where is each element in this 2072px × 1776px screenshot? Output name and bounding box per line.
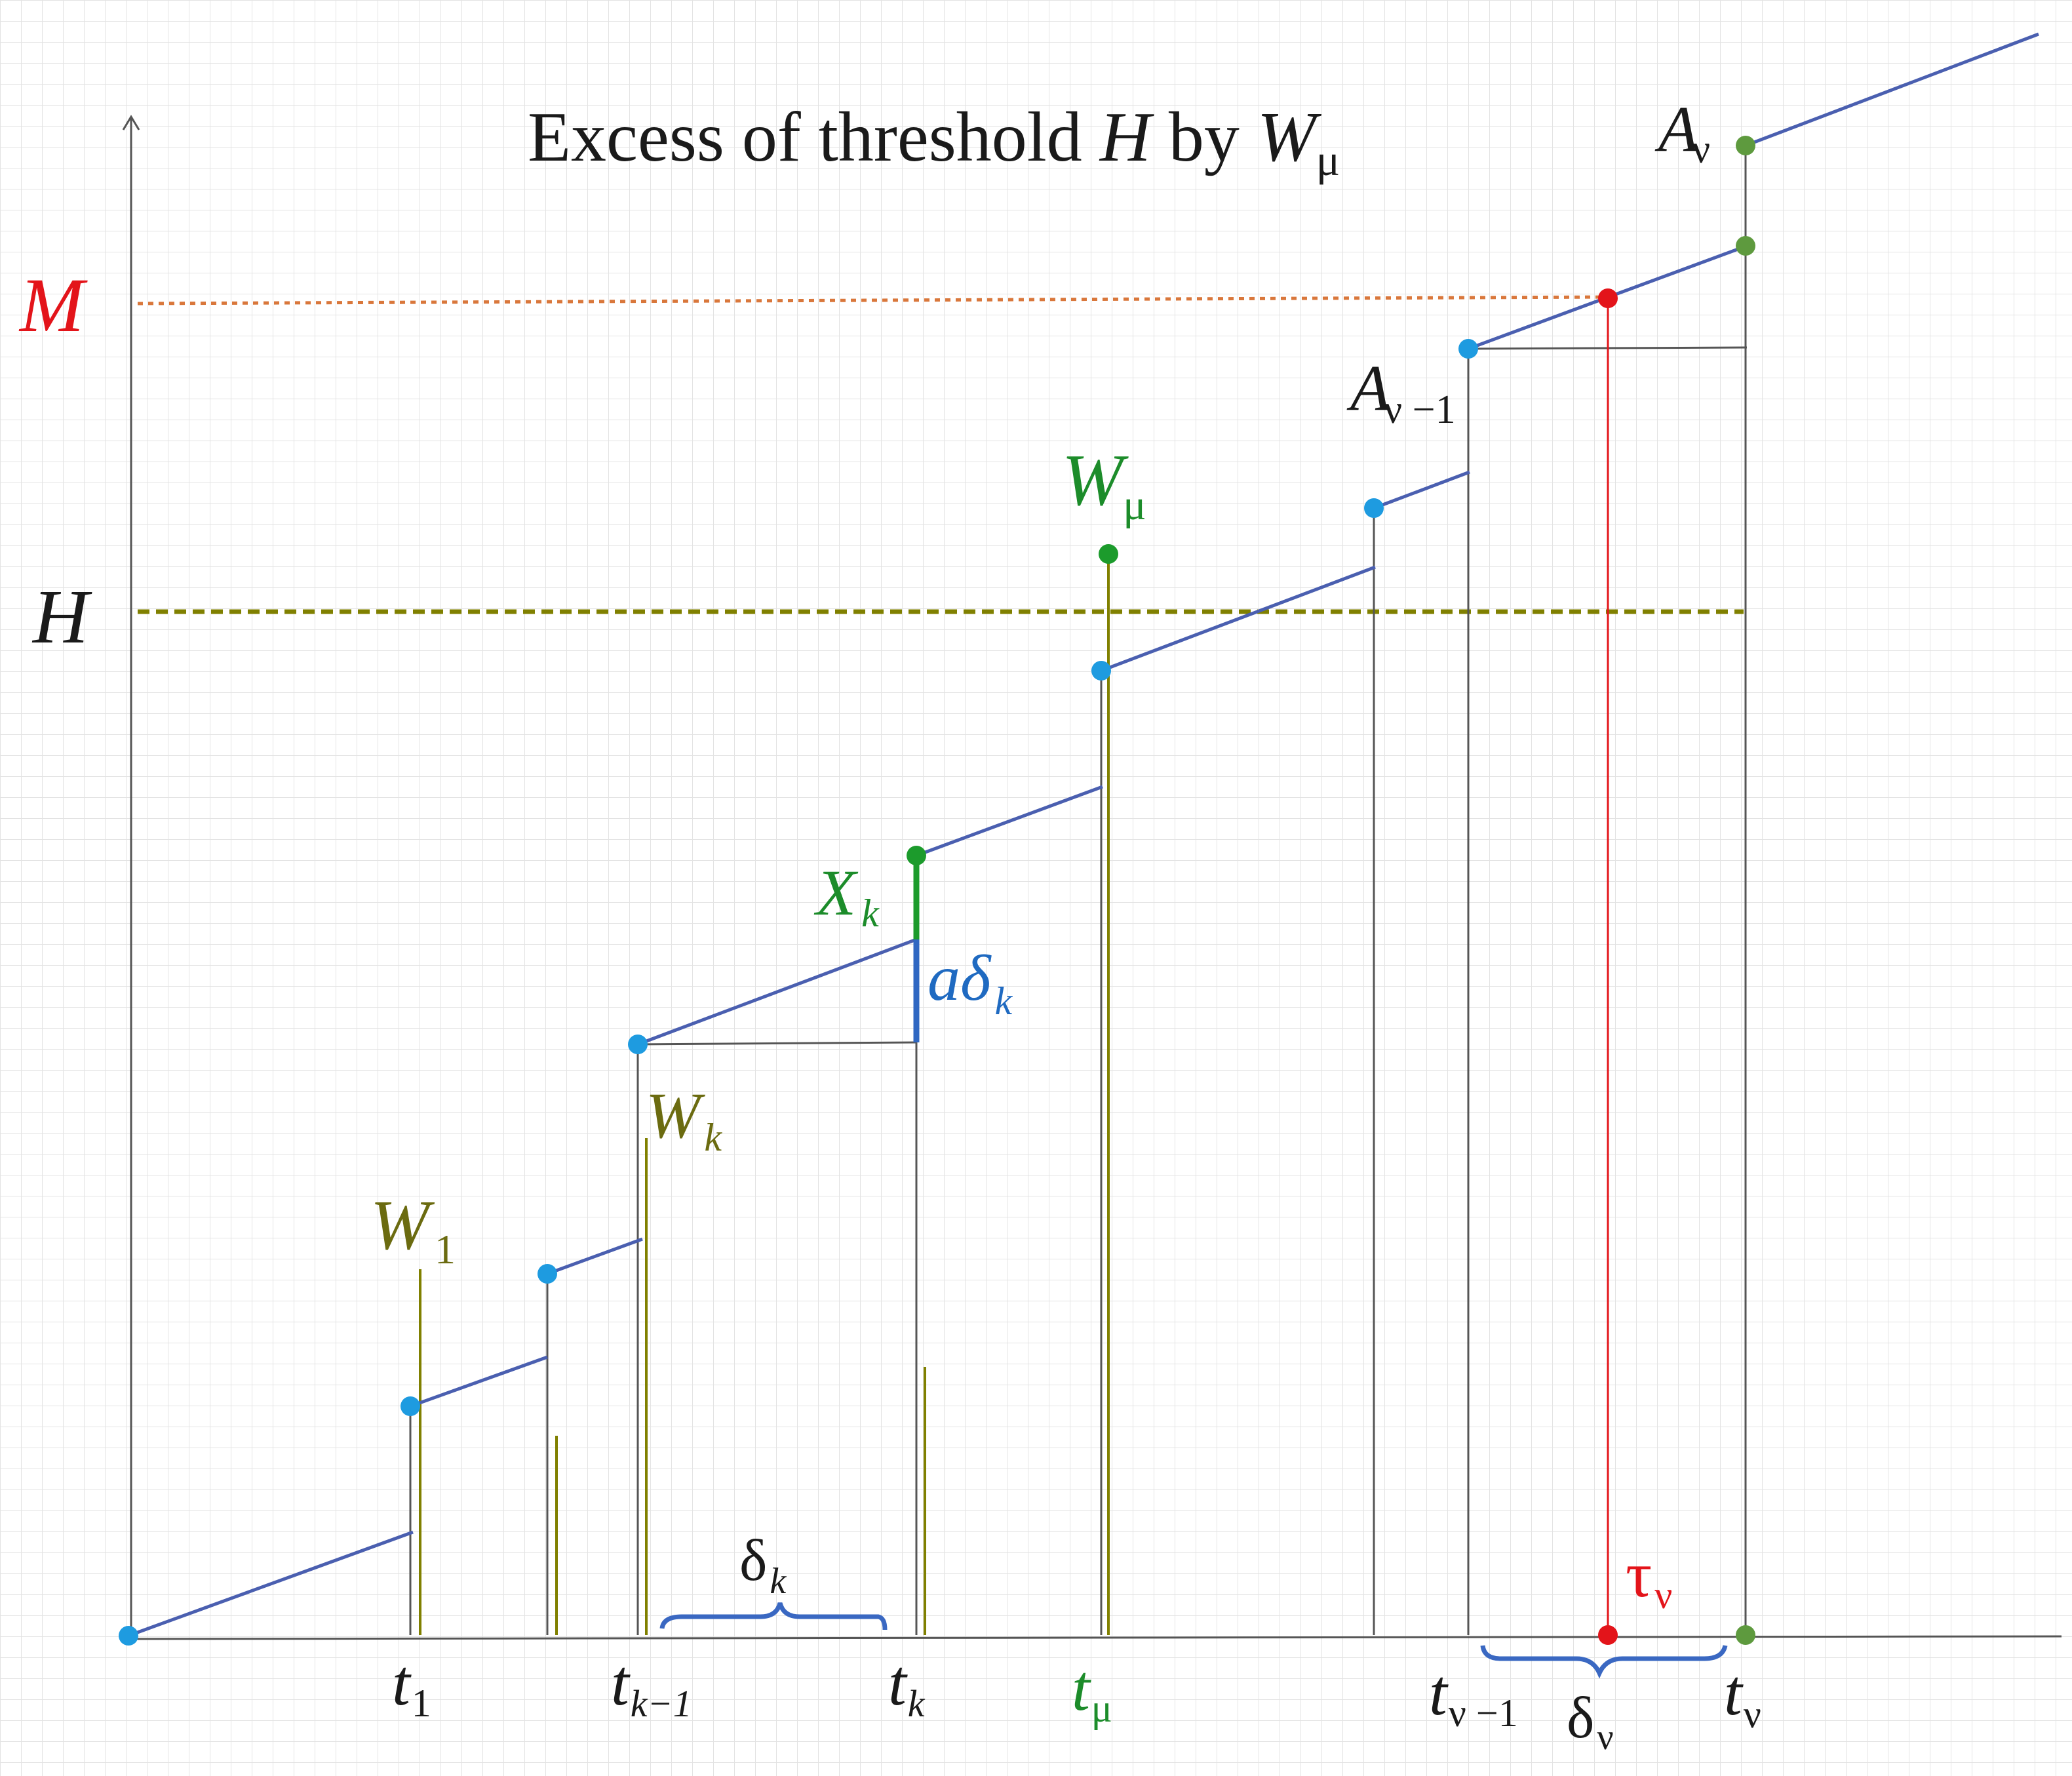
label-t-k-minus-1-base: t	[611, 1646, 631, 1719]
title-var-w: W	[1257, 98, 1322, 176]
label-m: M	[18, 262, 88, 348]
label-t-1-sub: 1	[412, 1682, 431, 1725]
label-t-mu-base: t	[1072, 1651, 1091, 1724]
label-delta-nu: δν	[1567, 1686, 1614, 1758]
marker-t-nu-axis	[1736, 1625, 1755, 1645]
label-t-k: tk	[888, 1646, 926, 1725]
label-w-mu-base: W	[1062, 440, 1129, 521]
marker-t2	[538, 1264, 557, 1284]
event-lines	[409, 141, 1747, 1635]
process-path	[128, 32, 2039, 1638]
label-t-k-base: t	[888, 1646, 908, 1719]
level-lines	[137, 295, 1748, 1046]
label-t-nu-minus-1: tν −1	[1429, 1656, 1518, 1735]
label-h: H	[31, 574, 92, 660]
path-segment-2	[410, 1355, 548, 1408]
label-a-delta-k: aδ k	[928, 941, 1013, 1023]
label-t-1-base: t	[392, 1646, 412, 1719]
path-segment-5	[916, 785, 1103, 858]
level-m-dotted-line	[137, 295, 1612, 306]
title-sub-mu: μ	[1316, 135, 1340, 185]
markers	[119, 136, 1755, 1646]
marker-tau-nu-level	[1598, 288, 1618, 308]
path-segment-7	[1373, 470, 1470, 510]
marker-tmu	[1091, 661, 1111, 681]
label-t-nu-base: t	[1724, 1656, 1744, 1729]
label-t-nu-minus-1-sub: ν −1	[1449, 1691, 1518, 1735]
label-delta-nu-sub: ν	[1597, 1717, 1613, 1758]
marker-t-nu-lower	[1736, 236, 1755, 256]
label-w-1-sub: 1	[435, 1226, 456, 1273]
label-t-nu-sub: ν	[1744, 1693, 1761, 1736]
w-bars	[419, 554, 1110, 1635]
label-tau-nu: τν	[1626, 1538, 1672, 1617]
label-x-k-sub: k	[861, 892, 880, 935]
path-segment-3	[547, 1237, 643, 1276]
y-axis-arrow-icon	[122, 115, 140, 130]
marker-tj	[1364, 498, 1384, 518]
k-minus-1-level-line	[635, 1041, 917, 1046]
label-w-k-base: W	[646, 1079, 705, 1152]
marker-tau-nu-axis	[1598, 1625, 1618, 1645]
label-delta-k-sub: k	[770, 1561, 787, 1602]
label-w-mu-sub: μ	[1123, 481, 1146, 529]
label-a-delta-k-sub: k	[994, 979, 1013, 1023]
brace-delta-k-icon	[659, 1602, 888, 1630]
label-w-k-sub: k	[704, 1116, 722, 1159]
path-segment-6	[1101, 565, 1376, 673]
label-t-mu: tμ	[1072, 1651, 1112, 1730]
label-x-k-base: X	[813, 856, 859, 929]
label-t-nu: tν	[1724, 1656, 1761, 1736]
label-a-nu-sub: ν	[1692, 127, 1710, 172]
label-t-mu-sub: μ	[1091, 1687, 1112, 1730]
label-delta-nu-base: δ	[1567, 1686, 1594, 1750]
label-a-nu-minus-1-sub: ν −1	[1384, 387, 1456, 432]
label-t-k-minus-1: tk−1	[611, 1646, 692, 1725]
path-segment-4	[637, 937, 917, 1046]
diagram-title: Excess of threshold H by Wμ	[528, 98, 1340, 185]
label-t-1: t1	[392, 1646, 431, 1725]
label-delta-k: δk	[739, 1528, 787, 1602]
path-segment-9	[1745, 32, 2039, 148]
label-w-mu: Wμ	[1062, 440, 1146, 529]
label-t-k-minus-1-sub: k−1	[631, 1682, 692, 1725]
label-tau-nu-sub: ν	[1654, 1573, 1672, 1617]
marker-tk-minus-1	[628, 1035, 648, 1054]
title-mid: by	[1151, 98, 1257, 176]
path-segment-1	[128, 1530, 414, 1638]
label-a-delta-k-base: aδ	[928, 941, 992, 1014]
title-prefix: Excess of threshold	[528, 98, 1100, 176]
label-delta-k-base: δ	[739, 1528, 767, 1593]
label-w-1-base: W	[370, 1187, 435, 1265]
title-var-h: H	[1099, 98, 1154, 176]
origin-marker	[119, 1626, 138, 1646]
label-t-k-sub: k	[908, 1682, 926, 1725]
marker-a-nu	[1736, 136, 1755, 155]
label-a-nu-minus-1-base: A	[1346, 351, 1391, 424]
label-t-nu-minus-1-base: t	[1429, 1656, 1449, 1729]
marker-w-mu	[1099, 544, 1118, 564]
label-a-nu-base: A	[1654, 92, 1699, 165]
marker-tnu-minus-1	[1458, 339, 1478, 359]
marker-x-k	[907, 846, 926, 865]
label-a-nu-minus-1: Aν −1	[1346, 351, 1456, 432]
brace-delta-nu-icon	[1480, 1645, 1728, 1679]
marker-t1	[401, 1396, 420, 1416]
label-tau-nu-base: τ	[1626, 1538, 1652, 1611]
label-a-nu: Aν	[1654, 92, 1710, 172]
